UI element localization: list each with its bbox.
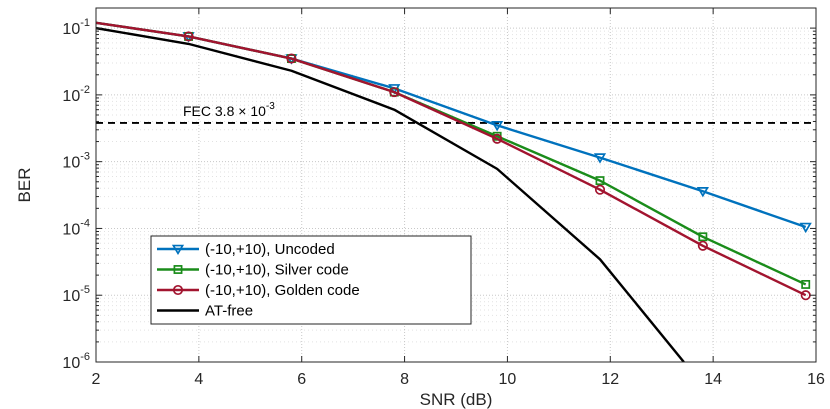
data-point [799, 222, 812, 234]
data-point [595, 176, 605, 186]
series-line [96, 26, 685, 362]
y-tick-label: 10-2 [62, 84, 90, 105]
y-axis-label: BER [15, 168, 34, 203]
legend-swatch-marker [172, 284, 184, 296]
data-point [697, 240, 708, 251]
legend-swatch-marker [171, 244, 185, 256]
data-point [698, 232, 708, 242]
x-tick-label: 12 [601, 371, 619, 388]
data-point [491, 121, 504, 132]
y-tick-base: 10 [62, 155, 80, 172]
y-tick-label: 10-6 [62, 351, 90, 372]
series-4 [96, 26, 685, 362]
y-tick-base: 10 [62, 88, 80, 105]
y-tick-base: 10 [62, 221, 80, 238]
legend-label: (-10,+10), Golden code [205, 282, 360, 299]
data-point [801, 279, 811, 289]
y-tick-exp: -6 [80, 351, 90, 363]
axes: 2 4 6 8 10 12 14 1610-110-210-310-410-510-6SNR … [15, 7, 825, 409]
x-tick-label: 16 [807, 371, 825, 388]
legend-swatch-marker [173, 265, 183, 274]
fec-label-prefix: FEC 3.8 [183, 103, 238, 119]
series-line [96, 21, 807, 297]
x-tick-label: 6 [297, 371, 306, 388]
data-point [389, 87, 400, 98]
y-tick-base: 10 [62, 355, 80, 372]
x-tick-label: 4 [194, 371, 203, 388]
data-point [593, 153, 607, 164]
legend-box [150, 235, 472, 325]
data-point [800, 290, 811, 301]
data-point [492, 133, 503, 144]
legend-entry: (-10,+10), Golden code [157, 282, 360, 299]
legend-entry: (-10,+10), Silver code [157, 262, 349, 279]
series-group [96, 21, 812, 362]
y-tick-base: 10 [62, 21, 80, 38]
fec-label-exp: -3 [266, 101, 275, 112]
series-3 [96, 21, 811, 301]
x-tick-label: 14 [704, 371, 722, 388]
data-point [286, 53, 297, 64]
legend-label: AT-free [205, 303, 253, 320]
data-point [183, 31, 194, 42]
x-axis-label: SNR (dB) [420, 390, 493, 409]
x-tick-label: 10 [499, 371, 517, 388]
y-tick-exp: -2 [80, 84, 90, 96]
fec-label-times: × [238, 103, 246, 119]
data-point [594, 184, 606, 195]
data-point [696, 186, 709, 198]
y-tick-label: 10-1 [62, 17, 90, 38]
y-tick-base: 10 [62, 288, 80, 305]
fec-label: FEC 3.8 × 10-3 [183, 101, 275, 119]
x-tick-label: 8 [400, 371, 409, 388]
y-tick-exp: -4 [80, 217, 90, 229]
axes-box [95, 7, 817, 363]
x-tick-label: 2 [92, 371, 101, 388]
y-tick-exp: -5 [80, 284, 90, 296]
y-tick-exp: -3 [80, 151, 90, 163]
legend-label: (-10,+10), Silver code [205, 262, 349, 279]
legend-label: (-10,+10), Uncoded [205, 241, 335, 258]
fec-label-base: 10 [246, 103, 266, 119]
y-tick-exp: -1 [80, 17, 90, 29]
y-tick-label: 10-5 [62, 284, 90, 305]
legend-entry: (-10,+10), Uncoded [157, 241, 335, 258]
fec-threshold: FEC 3.8 × 10-3 [96, 101, 816, 124]
y-tick-label: 10-3 [62, 151, 90, 172]
legend: (-10,+10), Uncoded (-10,+10), Silver code… [150, 235, 472, 325]
y-tick-label: 10-4 [62, 217, 90, 238]
legend-entry: AT-free [157, 303, 253, 320]
